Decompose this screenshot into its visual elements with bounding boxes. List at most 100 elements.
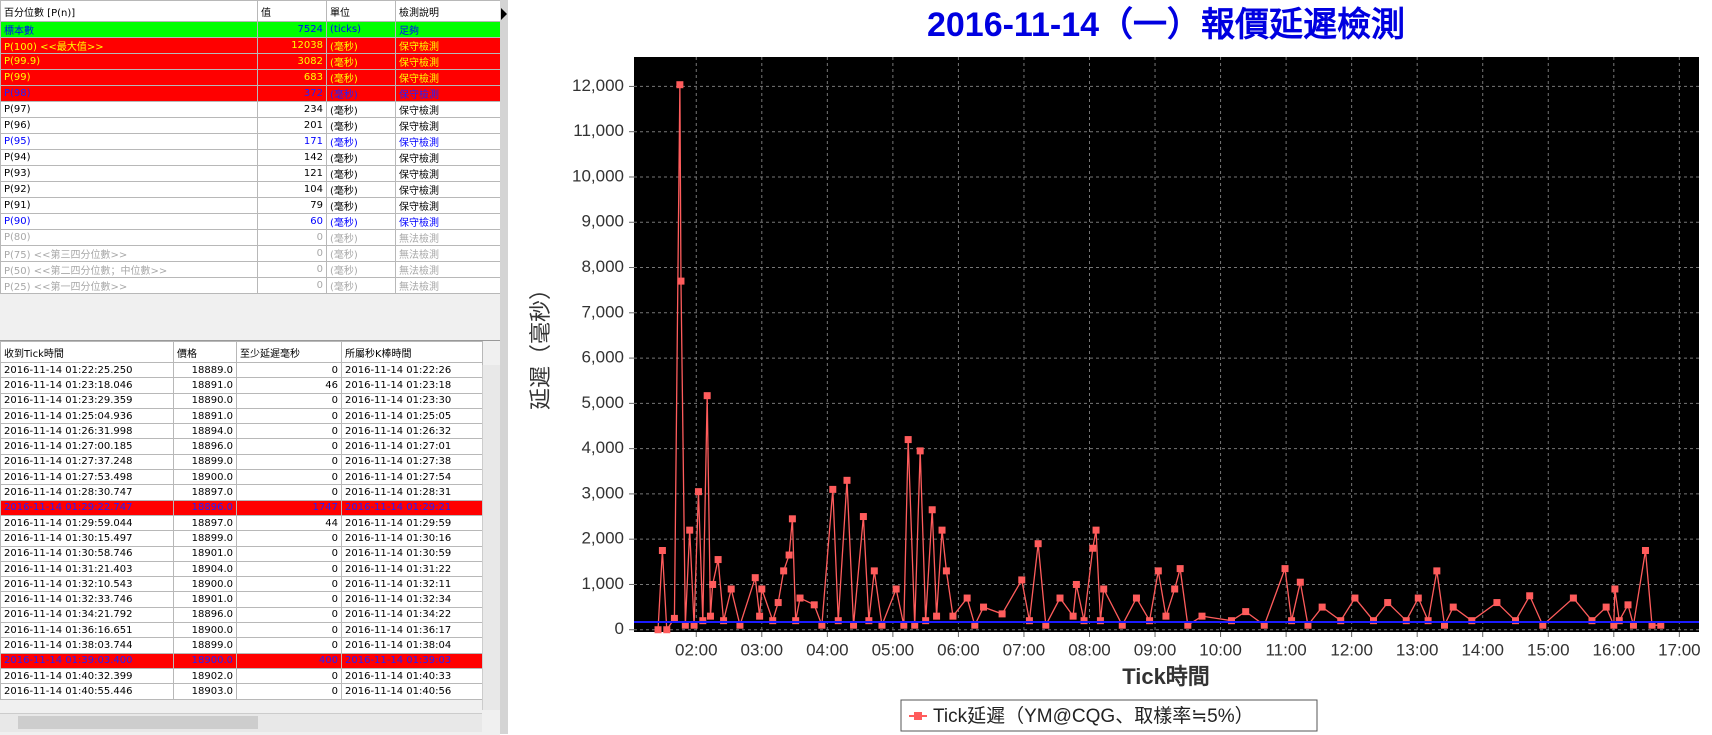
table-row: 標本數 7524 (ticks) 足夠	[0, 21, 500, 38]
data-point	[709, 580, 717, 588]
y-tick-label: 12,000	[572, 76, 624, 95]
table-cell: 0	[236, 667, 342, 685]
x-tick-label: 13:00	[1396, 640, 1439, 659]
table-cell: P(50) <<第二四分位數；中位數>>	[0, 261, 258, 278]
x-tick-label: 10:00	[1199, 640, 1242, 659]
data-point	[1146, 617, 1154, 625]
table-cell: 2016-11-14 01:27:01	[341, 438, 483, 455]
table-cell: 18900.0	[173, 469, 237, 486]
data-point	[859, 513, 867, 521]
data-point	[870, 567, 878, 575]
data-point	[780, 567, 788, 575]
scroll-thumb[interactable]	[18, 716, 258, 729]
table-cell: 2016-11-14 01:29:21	[341, 499, 483, 516]
data-point	[1281, 565, 1289, 573]
horizontal-scrollbar[interactable]	[0, 713, 482, 732]
data-point	[963, 594, 971, 602]
data-point	[1092, 526, 1100, 534]
legend-label: Tick延遲（YM@CQG、取樣率≒5%）	[933, 705, 1254, 727]
table-cell: 0	[236, 392, 342, 409]
table-cell: 2016-11-14 01:39:03.400	[0, 652, 174, 669]
table-cell: 683	[257, 69, 327, 86]
table-row: 2016-11-14 01:27:53.498 18900.0 0 2016-11-1…	[0, 469, 483, 486]
table-cell: 121	[257, 165, 327, 182]
data-point	[1154, 567, 1162, 575]
data-point	[792, 617, 800, 625]
splitter[interactable]	[500, 0, 508, 734]
table-cell: 2016-11-14 01:38:04	[341, 637, 483, 654]
data-point	[756, 612, 764, 620]
table-cell: P(25) <<第一四分位數>>	[0, 277, 258, 294]
table-cell: 2016-11-14 01:34:21.792	[0, 606, 174, 624]
table-cell: 足夠	[395, 21, 500, 38]
table-cell: (毫秒)	[326, 149, 396, 166]
y-tick-label: 8,000	[581, 257, 624, 276]
y-tick-label: 10,000	[572, 166, 624, 185]
x-tick-label: 09:00	[1134, 640, 1177, 659]
data-point	[720, 617, 728, 625]
table-cell: 18900.0	[173, 622, 237, 639]
table-cell: 18891.0	[173, 377, 237, 394]
table-row: 2016-11-14 01:32:33.746 18901.0 0 2016-11-1…	[0, 591, 483, 608]
table-row: P(99) 683 (毫秒) 保守檢測	[0, 69, 500, 86]
table-row: 2016-11-14 01:23:29.359 18890.0 0 2016-11-1…	[0, 392, 483, 409]
table-cell: 18901.0	[173, 591, 237, 608]
table-cell: (毫秒)	[326, 261, 396, 278]
table-cell: 保守檢測	[395, 37, 500, 54]
table-cell: 2016-11-14 01:40:56	[341, 683, 483, 700]
table-cell: 2016-11-14 01:32:11	[341, 576, 483, 593]
table-cell: 18904.0	[173, 560, 237, 578]
data-point	[1227, 617, 1235, 625]
column-header: 檢測說明	[395, 0, 500, 22]
data-point	[810, 601, 818, 609]
table-cell: 0	[236, 361, 342, 379]
table-cell: 保守檢測	[395, 133, 500, 150]
table-cell: P(92)	[0, 181, 258, 198]
data-point	[736, 621, 744, 629]
table-cell: 0	[257, 229, 327, 246]
data-point	[1539, 621, 1547, 629]
data-point	[1198, 612, 1206, 620]
data-point	[949, 612, 957, 620]
table-cell: P(93)	[0, 165, 258, 182]
data-point	[714, 556, 722, 564]
table-cell: 2016-11-14 01:36:16.651	[0, 622, 174, 639]
table-cell: P(98)	[0, 85, 258, 102]
table-cell: P(97)	[0, 101, 258, 118]
table-cell: 0	[236, 683, 342, 700]
table-cell: P(91)	[0, 197, 258, 214]
x-tick-label: 14:00	[1461, 640, 1504, 659]
table-row: P(97) 234 (毫秒) 保守檢測	[0, 101, 500, 118]
y-tick-label: 4,000	[581, 438, 624, 457]
table-cell: 2016-11-14 01:36:17	[341, 622, 483, 639]
table-cell: 7524	[257, 21, 327, 38]
table-cell: 2016-11-14 01:30:58.746	[0, 545, 174, 562]
table-cell: 無法檢測	[395, 245, 500, 262]
data-point	[1449, 603, 1457, 611]
table-row: 2016-11-14 01:22:25.250 18889.0 0 2016-11-1…	[0, 361, 483, 379]
table-cell: P(94)	[0, 149, 258, 166]
table-cell: P(90)	[0, 213, 258, 230]
table-cell: 18889.0	[173, 361, 237, 379]
data-point	[706, 612, 714, 620]
header-row: 收到Tick時間 價格 至少延遲毫秒 所屬秒K棒時間	[0, 341, 483, 363]
data-point	[1296, 578, 1304, 586]
data-point	[980, 603, 988, 611]
data-point	[850, 621, 858, 629]
data-point	[1318, 603, 1326, 611]
table-cell: 18896.0	[173, 606, 237, 624]
data-point	[1588, 617, 1596, 625]
data-point	[751, 574, 759, 582]
table-cell: 2016-11-14 01:23:29.359	[0, 392, 174, 409]
table-row: 2016-11-14 01:40:55.446 18903.0 0 2016-11-1…	[0, 683, 483, 700]
table-cell: 保守檢測	[395, 69, 500, 86]
table-cell: (毫秒)	[326, 229, 396, 246]
table-cell: 2016-11-14 01:30:59	[341, 545, 483, 562]
column-header: 價格	[173, 341, 237, 363]
table-cell: 0	[257, 277, 327, 294]
table-cell: 2016-11-14 01:31:22	[341, 560, 483, 578]
vertical-scrollbar[interactable]	[482, 365, 500, 710]
splitter-arrow[interactable]	[501, 8, 507, 20]
table-cell: 2016-11-14 01:32:33.746	[0, 591, 174, 608]
table-cell: 保守檢測	[395, 85, 500, 102]
